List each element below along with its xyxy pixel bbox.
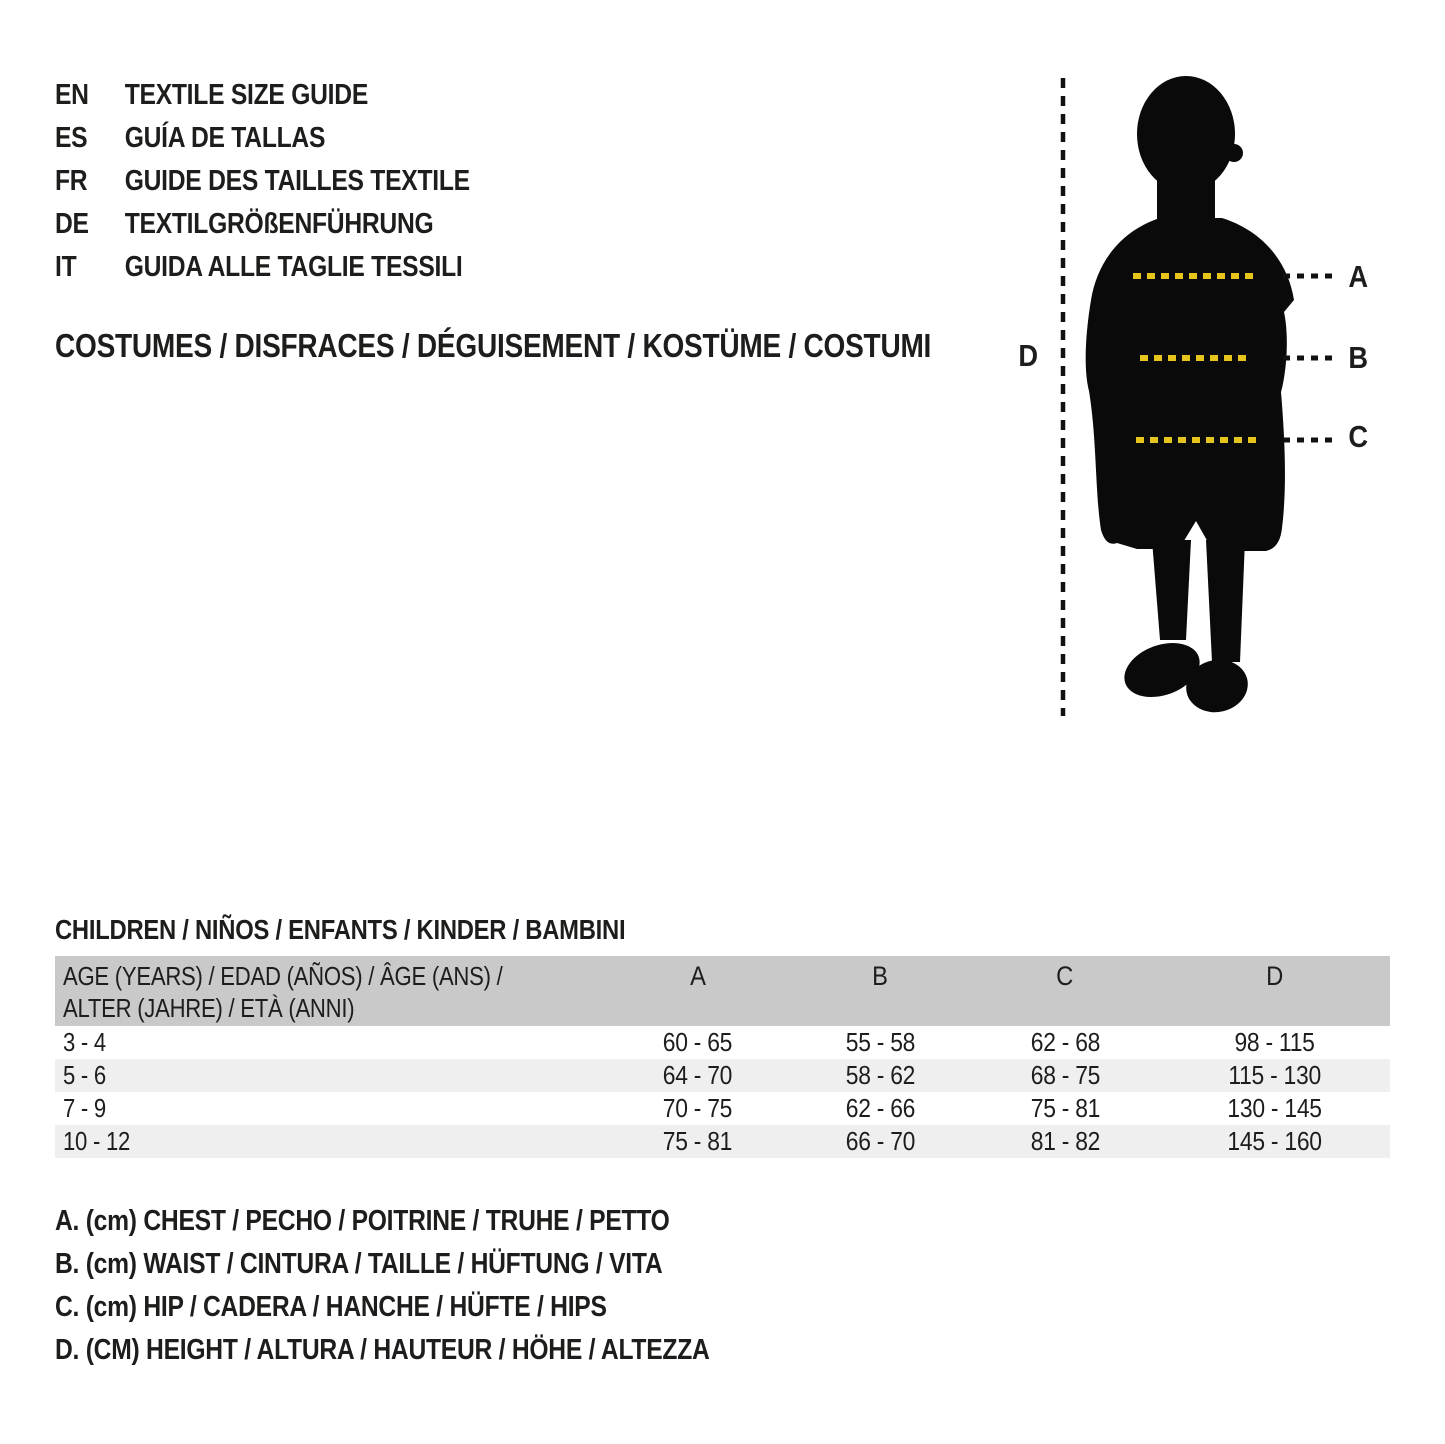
height-value: 145 - 160 (1227, 1126, 1323, 1156)
chest-value: 60 - 65 (662, 1027, 733, 1057)
language-row-fr: FR GUIDE DES TAILLES TEXTILE (55, 160, 543, 203)
language-row-it: IT GUIDA ALLE TAGLIE TESSILI (55, 246, 543, 289)
language-list: EN TEXTILE SIZE GUIDE ES GUÍA DE TALLAS FR… (55, 74, 543, 289)
measure-label-a: A (1348, 259, 1368, 294)
table-row: 7 - 9 70 - 75 62 - 66 75 - 81 130 - 145 (55, 1092, 1390, 1125)
waist-value: 55 - 58 (845, 1027, 915, 1057)
hip-value: 75 - 81 (1030, 1093, 1100, 1123)
table-row: 5 - 6 64 - 70 58 - 62 68 - 75 115 - 130 (55, 1059, 1390, 1092)
column-header-c: C (1056, 961, 1074, 991)
age-column-header: AGE (YEARS) / EDAD (AÑOS) / ÂGE (ANS) / … (63, 961, 503, 1023)
chest-value: 75 - 81 (662, 1126, 733, 1156)
chest-value: 70 - 75 (662, 1093, 733, 1123)
column-header-d: D (1266, 961, 1284, 991)
hip-value: 81 - 82 (1030, 1126, 1100, 1156)
age-value: 5 - 6 (63, 1060, 106, 1090)
language-title: TEXTILGRÖßENFÜHRUNG (124, 208, 434, 240)
language-code: FR (55, 165, 88, 197)
table-row: 3 - 4 60 - 65 55 - 58 62 - 68 98 - 115 (55, 1026, 1390, 1059)
language-title: GUÍA DE TALLAS (124, 122, 326, 154)
language-title: GUIDA ALLE TAGLIE TESSILI (124, 251, 463, 283)
table-row: 10 - 12 75 - 81 66 - 70 81 - 82 145 - 16… (55, 1125, 1390, 1158)
waist-value: 58 - 62 (845, 1060, 915, 1090)
measure-label-b: B (1348, 340, 1368, 375)
language-code: ES (55, 122, 88, 154)
column-header-a: A (689, 961, 706, 991)
language-code: EN (55, 79, 89, 111)
legend-line-chest: A. (cm) CHEST / PECHO / POITRINE / TRUHE… (55, 1205, 670, 1237)
language-row-en: EN TEXTILE SIZE GUIDE (55, 74, 543, 117)
measurement-legend: A. (cm) CHEST / PECHO / POITRINE / TRUHE… (55, 1200, 825, 1372)
category-title: COSTUMES / DISFRACES / DÉGUISEMENT / KOS… (55, 327, 932, 364)
height-value: 130 - 145 (1227, 1093, 1323, 1123)
age-value: 10 - 12 (63, 1126, 131, 1156)
hip-value: 68 - 75 (1030, 1060, 1100, 1090)
language-title: GUIDE DES TAILLES TEXTILE (124, 165, 470, 197)
legend-line-hip: C. (cm) HIP / CADERA / HANCHE / HÜFTE / … (55, 1291, 607, 1323)
table-header-row: AGE (YEARS) / EDAD (AÑOS) / ÂGE (ANS) / … (55, 956, 1390, 1026)
age-value: 3 - 4 (63, 1027, 106, 1057)
size-table: AGE (YEARS) / EDAD (AÑOS) / ÂGE (ANS) / … (55, 956, 1390, 1158)
height-value: 98 - 115 (1234, 1027, 1316, 1057)
waist-value: 62 - 66 (845, 1093, 915, 1123)
child-silhouette-diagram (1060, 76, 1333, 716)
age-value: 7 - 9 (63, 1093, 106, 1123)
hip-value: 62 - 68 (1030, 1027, 1100, 1057)
measure-label-d: D (1018, 338, 1038, 373)
language-row-es: ES GUÍA DE TALLAS (55, 117, 543, 160)
height-value: 115 - 130 (1228, 1060, 1322, 1090)
section-title-children: CHILDREN / NIÑOS / ENFANTS / KINDER / BA… (55, 914, 626, 945)
language-code: DE (55, 208, 89, 240)
child-silhouette (1085, 76, 1294, 713)
waist-value: 66 - 70 (845, 1126, 915, 1156)
language-title: TEXTILE SIZE GUIDE (124, 79, 369, 111)
legend-line-waist: B. (cm) WAIST / CINTURA / TAILLE / HÜFTU… (55, 1248, 663, 1280)
legend-line-height: D. (CM) HEIGHT / ALTURA / HAUTEUR / HÖHE… (55, 1334, 710, 1366)
chest-value: 64 - 70 (662, 1060, 733, 1090)
language-row-de: DE TEXTILGRÖßENFÜHRUNG (55, 203, 543, 246)
measure-label-c: C (1348, 419, 1368, 454)
column-header-b: B (872, 961, 888, 991)
language-code: IT (55, 251, 77, 283)
